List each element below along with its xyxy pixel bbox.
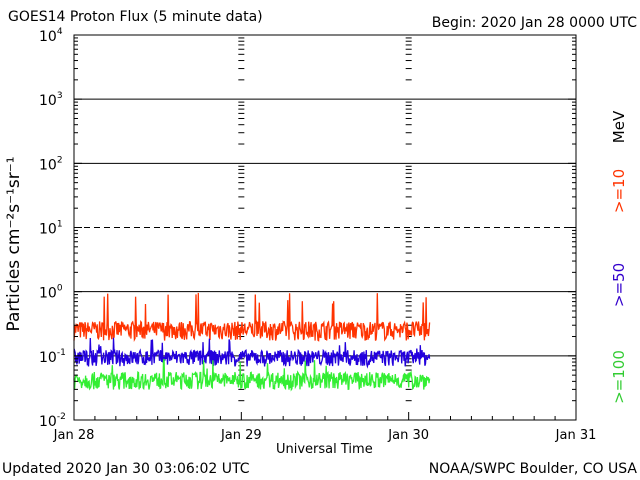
begin-timestamp: Begin: 2020 Jan 28 0000 UTC [431,15,637,31]
series-line-0 [73,292,431,342]
x-tick-label: Jan 29 [220,428,262,443]
legend-unit: MeV [610,110,628,144]
x-tick-label: Jan 31 [555,428,597,443]
frame-layer [73,34,577,421]
x-tick-label: Jan 30 [387,428,429,443]
y-tick-label: 100 [39,284,63,302]
credit-text: NOAA/SWPC Boulder, CO USA [428,461,637,477]
legend-item-100mev: >=100 [610,350,628,404]
y-tick-label: 102 [39,155,63,173]
y-tick-label: 103 [39,91,63,109]
y-axis-label: Particles cm⁻²s⁻¹sr⁻¹ [4,156,24,332]
y-tick-label: 101 [39,220,63,238]
series-line-2 [73,358,431,392]
y-tick-label: 10-1 [39,348,66,366]
updated-timestamp: Updated 2020 Jan 30 03:06:02 UTC [2,461,250,477]
legend-item-10mev: >=10 [610,168,628,214]
x-axis-label: Universal Time [276,442,373,457]
tick-label-layer: 10-2 10-1 100 101 102 103 104 Jan 28 Jan 29 Jan 3… [39,27,596,443]
y-tick-label: 10-2 [39,412,66,430]
grid-layer [74,34,576,421]
series-line-1 [73,337,431,369]
chart-title: GOES14 Proton Flux (5 minute data) [8,9,263,25]
x-tick-label: Jan 28 [53,428,95,443]
y-tick-label: 104 [39,27,63,45]
series-layer [73,292,431,392]
legend-item-50mev: >=50 [610,262,628,308]
